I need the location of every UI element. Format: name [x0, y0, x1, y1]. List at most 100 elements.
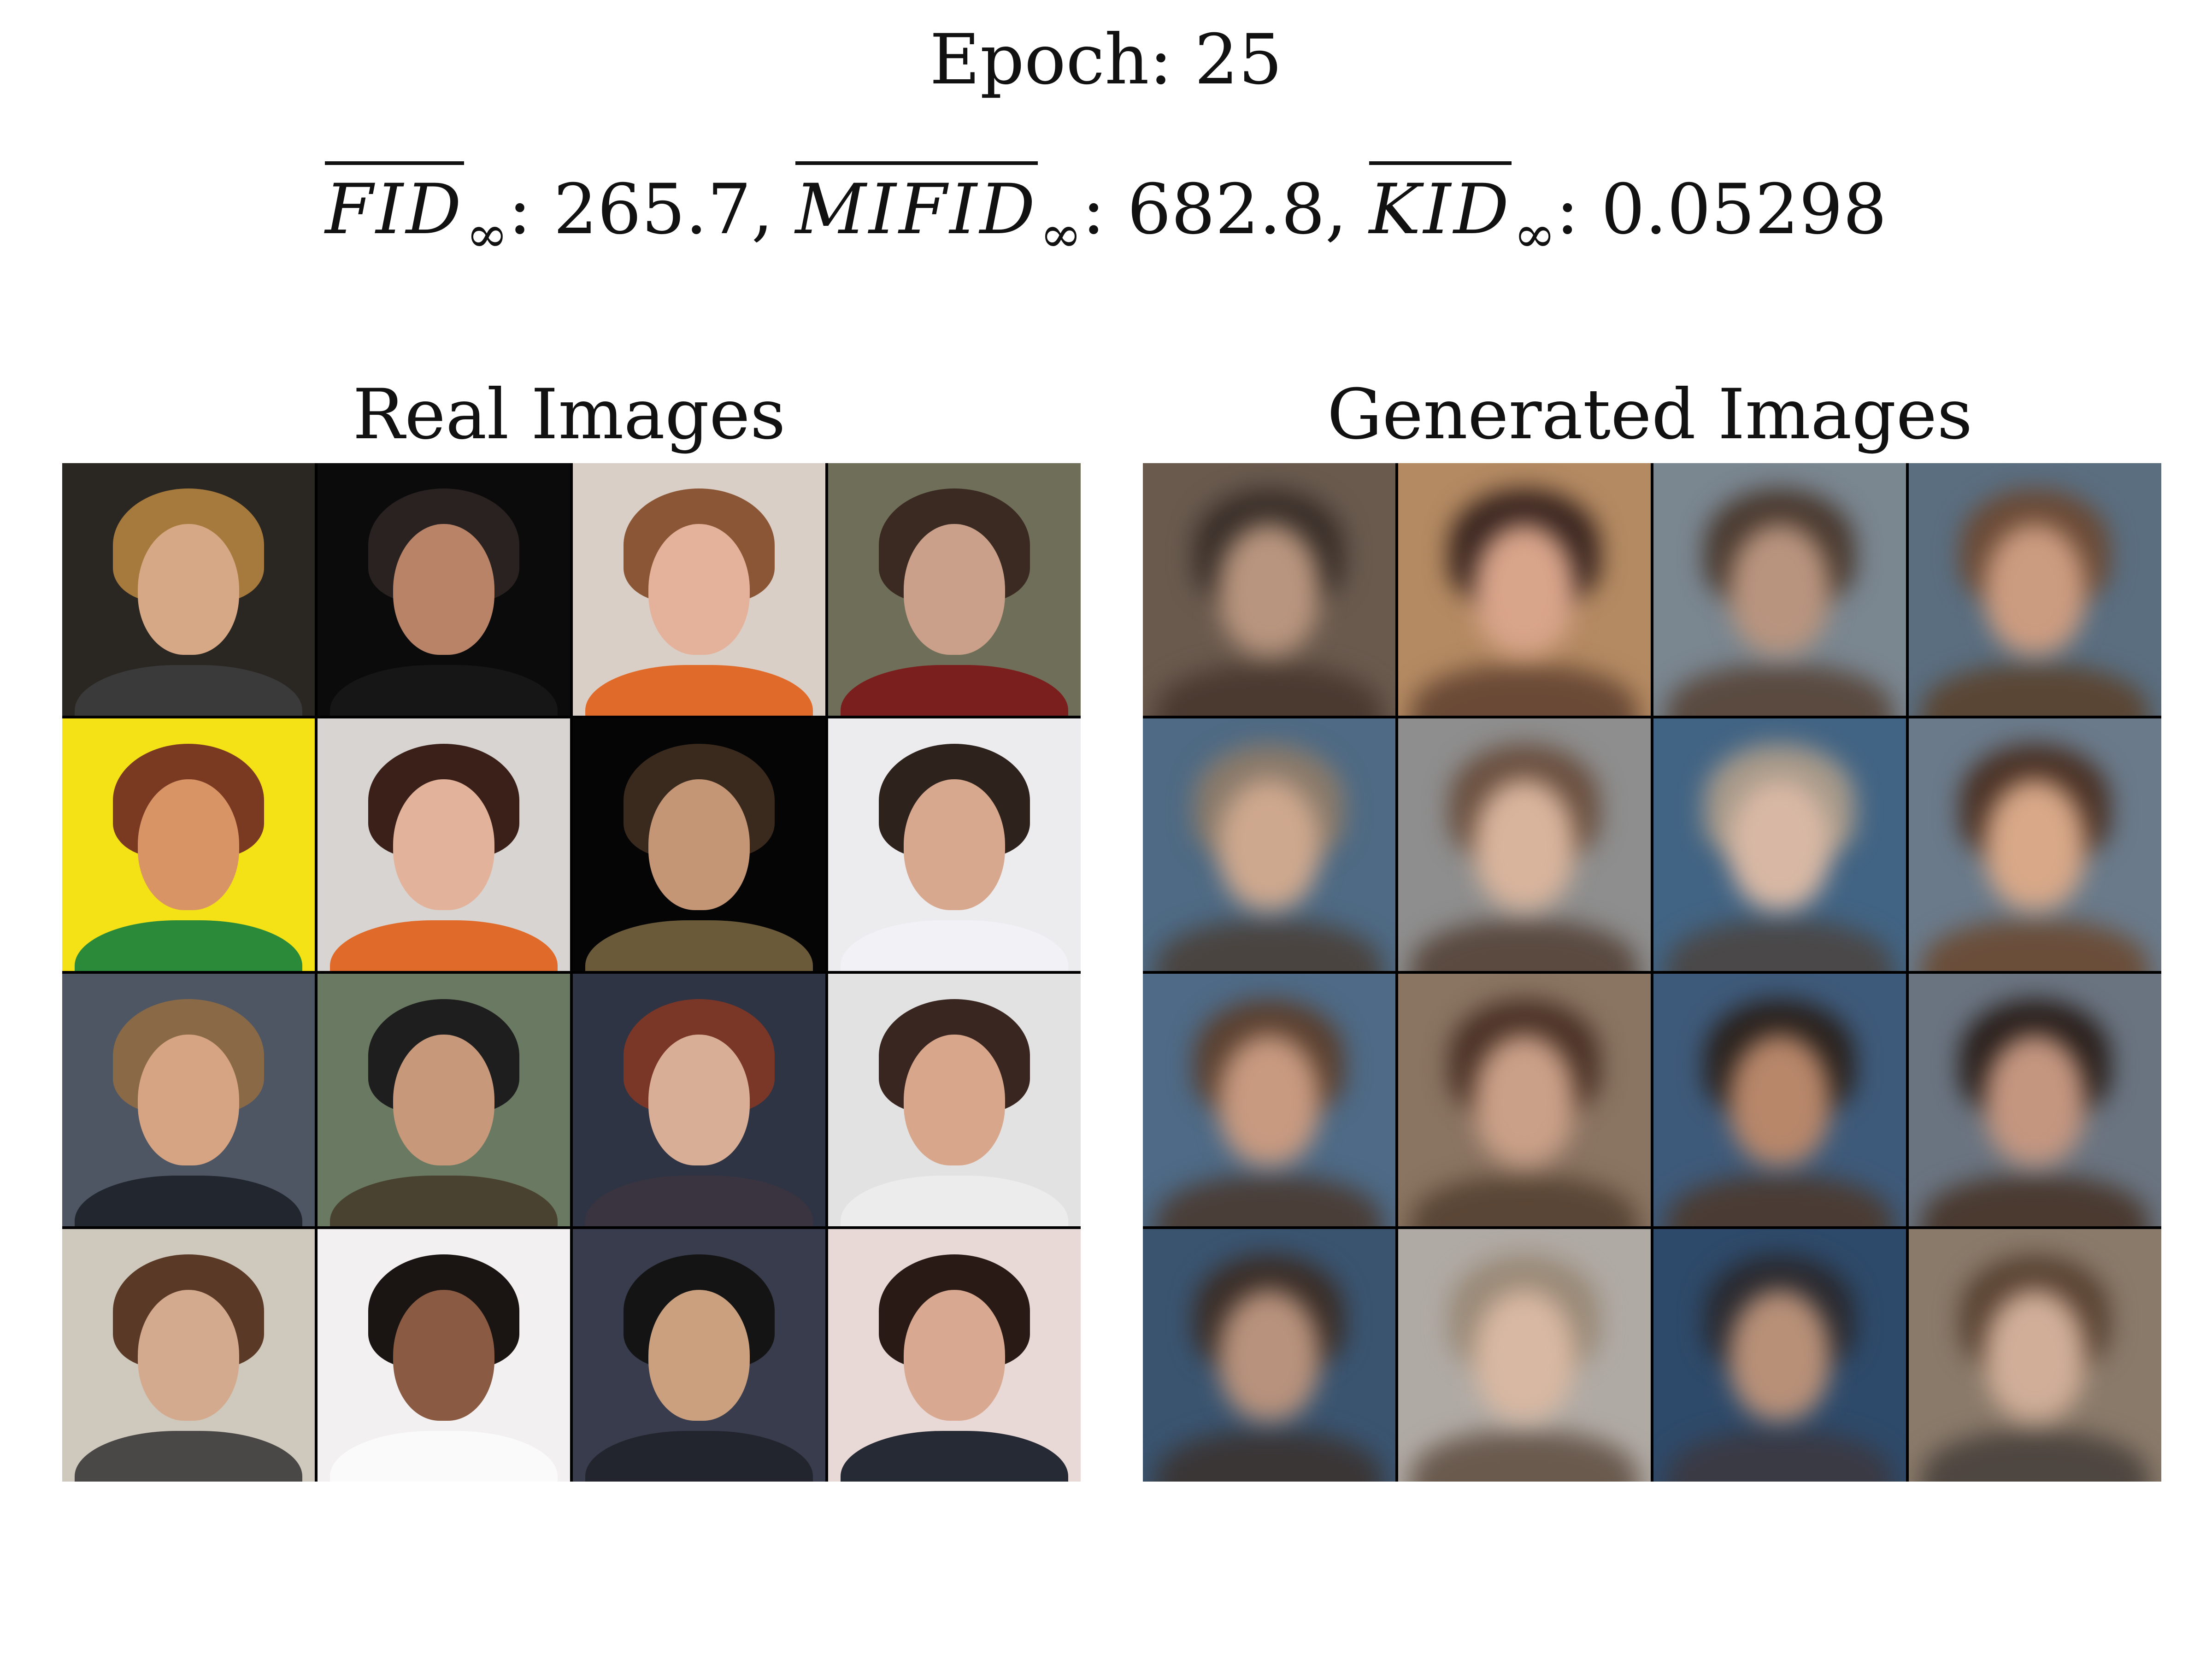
generated-image-tile — [1398, 463, 1651, 716]
generated-image-tile — [1143, 463, 1395, 716]
generated-image-tile — [1398, 718, 1651, 971]
face-shape — [393, 779, 494, 911]
real-image-tile — [62, 1229, 315, 1482]
face-shape — [1474, 524, 1575, 655]
shoulders-shape — [585, 665, 813, 716]
real-image-tile — [573, 974, 825, 1226]
face-shape — [1474, 1034, 1575, 1166]
shoulders-shape — [1921, 1431, 2149, 1482]
metric-separator: , — [751, 170, 774, 250]
face-shape — [1984, 524, 2086, 655]
metric-name: MIFID — [795, 161, 1038, 250]
shoulders-shape — [1666, 920, 1894, 971]
shoulders-shape — [1155, 920, 1383, 971]
shoulders-shape — [1411, 1431, 1638, 1482]
generated-image-tile — [1909, 1229, 2161, 1482]
generated-image-tile — [1653, 974, 1906, 1226]
generated-images-title: Generated Images — [1327, 375, 1973, 455]
real-image-tile — [62, 463, 315, 716]
real-image-tile — [573, 463, 825, 716]
epoch-title: Epoch: 25 — [930, 20, 1282, 100]
shoulders-shape — [1155, 665, 1383, 716]
real-image-tile — [62, 974, 315, 1226]
face-shape — [1729, 524, 1830, 655]
shoulders-shape — [585, 1176, 813, 1226]
generated-image-tile — [1653, 718, 1906, 971]
metrics-line: FID∞: 265.7, MIFID∞: 682.8, KID∞: 0.0529… — [0, 161, 2212, 280]
face-shape — [648, 779, 750, 911]
face-shape — [1218, 1289, 1320, 1421]
metric-mifid: MIFID∞: 682.8, — [795, 161, 1347, 280]
face-shape — [1984, 1034, 2086, 1166]
shoulders-shape — [1411, 1176, 1638, 1226]
metric-subscript: ∞ — [1040, 205, 1082, 264]
face-shape — [138, 1289, 239, 1421]
face-shape — [393, 1034, 494, 1166]
real-image-tile — [318, 1229, 570, 1482]
shoulders-shape — [1666, 1176, 1894, 1226]
generated-image-tile — [1143, 974, 1395, 1226]
shoulders-shape — [75, 665, 302, 716]
shoulders-shape — [841, 665, 1068, 716]
real-images-title: Real Images — [353, 375, 786, 455]
shoulders-shape — [75, 1431, 302, 1482]
face-shape — [138, 524, 239, 655]
face-shape — [1218, 1034, 1320, 1166]
real-image-tile — [828, 463, 1081, 716]
shoulders-shape — [841, 1176, 1068, 1226]
face-shape — [138, 779, 239, 911]
shoulders-shape — [330, 1176, 558, 1226]
metric-colon: : — [1556, 170, 1601, 250]
generated-image-tile — [1398, 974, 1651, 1226]
shoulders-shape — [1921, 665, 2149, 716]
shoulders-shape — [75, 1176, 302, 1226]
metric-name: FID — [325, 161, 465, 250]
metric-fid: FID∞: 265.7, — [325, 161, 774, 280]
face-shape — [1474, 1289, 1575, 1421]
generated-image-tile — [1143, 718, 1395, 971]
face-shape — [904, 779, 1005, 911]
real-image-tile — [828, 974, 1081, 1226]
face-shape — [1474, 779, 1575, 911]
metric-value: 265.7 — [553, 170, 752, 250]
real-image-tile — [828, 1229, 1081, 1482]
shoulders-shape — [1921, 1176, 2149, 1226]
generated-image-tile — [1909, 974, 2161, 1226]
shoulders-shape — [330, 920, 558, 971]
shoulders-shape — [1921, 920, 2149, 971]
face-shape — [393, 524, 494, 655]
shoulders-shape — [841, 920, 1068, 971]
real-images-grid — [62, 463, 1081, 1482]
face-shape — [904, 1034, 1005, 1166]
face-shape — [1729, 1034, 1830, 1166]
face-shape — [1729, 779, 1830, 911]
generated-image-tile — [1653, 463, 1906, 716]
real-image-tile — [318, 463, 570, 716]
metric-subscript: ∞ — [1513, 205, 1556, 264]
shoulders-shape — [585, 1431, 813, 1482]
real-image-tile — [573, 718, 825, 971]
shoulders-shape — [1411, 665, 1638, 716]
face-shape — [138, 1034, 239, 1166]
shoulders-shape — [1666, 1431, 1894, 1482]
generated-images-grid — [1143, 463, 2161, 1482]
shoulders-shape — [1411, 920, 1638, 971]
generated-image-tile — [1909, 718, 2161, 971]
face-shape — [648, 524, 750, 655]
shoulders-shape — [330, 665, 558, 716]
shoulders-shape — [75, 920, 302, 971]
shoulders-shape — [330, 1431, 558, 1482]
real-image-tile — [318, 974, 570, 1226]
face-shape — [904, 1289, 1005, 1421]
generated-image-tile — [1909, 463, 2161, 716]
metric-separator: , — [1325, 170, 1347, 250]
real-image-tile — [318, 718, 570, 971]
face-shape — [393, 1289, 494, 1421]
metric-kid: KID∞: 0.05298 — [1369, 161, 1887, 280]
metric-colon: : — [1082, 170, 1127, 250]
face-shape — [648, 1289, 750, 1421]
face-shape — [904, 524, 1005, 655]
real-image-tile — [62, 718, 315, 971]
shoulders-shape — [841, 1431, 1068, 1482]
face-shape — [1218, 779, 1320, 911]
